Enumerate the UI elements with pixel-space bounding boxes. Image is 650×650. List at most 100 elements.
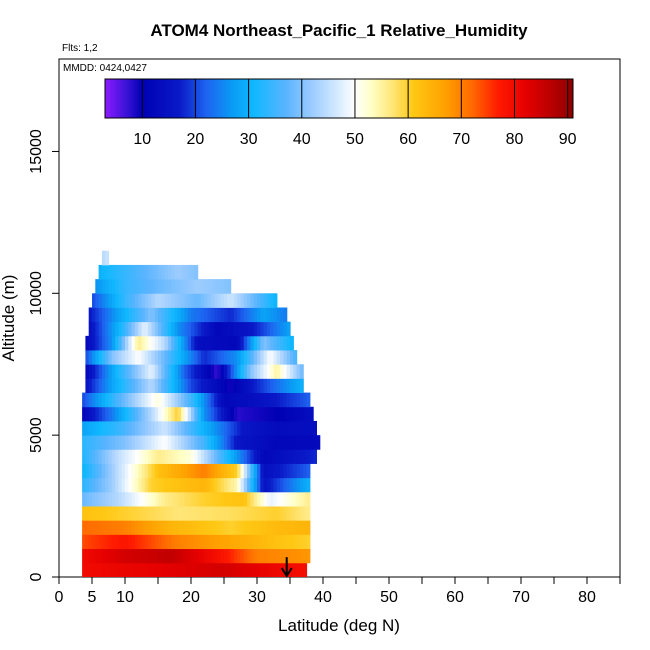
humidity-cell bbox=[101, 264, 106, 280]
humidity-cell bbox=[299, 534, 304, 550]
humidity-cell bbox=[303, 477, 308, 493]
humidity-cell bbox=[263, 491, 268, 507]
humidity-cell bbox=[92, 548, 96, 564]
humidity-cell bbox=[299, 449, 304, 464]
humidity-cell bbox=[125, 477, 129, 493]
humidity-cell bbox=[240, 477, 245, 493]
humidity-cell bbox=[250, 520, 255, 535]
humidity-cell bbox=[174, 279, 179, 294]
humidity-cell bbox=[121, 534, 126, 550]
humidity-cell bbox=[270, 562, 275, 577]
humidity-cell bbox=[88, 562, 93, 577]
humidity-cell bbox=[111, 307, 116, 323]
humidity-cell bbox=[280, 307, 284, 323]
humidity-cell bbox=[194, 350, 199, 365]
humidity-cell bbox=[247, 350, 251, 365]
humidity-cell bbox=[237, 364, 242, 379]
humidity-cell bbox=[280, 491, 284, 507]
humidity-cell bbox=[286, 548, 291, 564]
humidity-cell bbox=[270, 364, 275, 379]
humidity-cell bbox=[101, 477, 106, 493]
humidity-cell bbox=[134, 449, 139, 464]
humidity-cell bbox=[171, 350, 176, 365]
humidity-cell bbox=[286, 321, 291, 337]
humidity-cell bbox=[171, 435, 176, 450]
humidity-cell bbox=[108, 307, 113, 323]
humidity-cell bbox=[164, 264, 169, 280]
humidity-cell bbox=[138, 307, 143, 323]
humidity-cell bbox=[95, 520, 100, 535]
humidity-cell bbox=[92, 293, 96, 308]
humidity-cell bbox=[243, 477, 248, 493]
humidity-cell bbox=[290, 364, 294, 379]
humidity-cell bbox=[187, 293, 192, 308]
humidity-cell bbox=[88, 435, 93, 450]
humidity-cell bbox=[181, 548, 185, 564]
humidity-cell bbox=[207, 520, 212, 535]
humidity-cell bbox=[95, 463, 100, 479]
humidity-cell bbox=[144, 420, 149, 436]
humidity-cell bbox=[121, 364, 126, 379]
humidity-cell bbox=[266, 392, 271, 408]
humidity-cell bbox=[293, 506, 298, 521]
humidity-cell bbox=[154, 335, 159, 351]
humidity-cell bbox=[210, 463, 215, 479]
humidity-cell bbox=[303, 420, 308, 436]
humidity-cell bbox=[217, 534, 222, 550]
humidity-cell bbox=[207, 562, 212, 577]
humidity-cell bbox=[164, 520, 169, 535]
humidity-cell bbox=[174, 406, 179, 422]
humidity-cell bbox=[144, 562, 149, 577]
humidity-cell bbox=[194, 406, 199, 422]
x-axis: 0 5 10 20 30 40 50 60 70 80 bbox=[55, 577, 621, 606]
humidity-cell bbox=[158, 506, 162, 521]
humidity-cell bbox=[283, 321, 288, 337]
humidity-cell bbox=[233, 406, 238, 422]
humidity-cell bbox=[164, 435, 169, 450]
humidity-cell bbox=[98, 506, 103, 521]
humidity-cell bbox=[224, 321, 228, 337]
humidity-cell bbox=[125, 364, 129, 379]
humidity-cell bbox=[187, 279, 192, 294]
humidity-cell bbox=[220, 506, 225, 521]
humidity-cell bbox=[148, 350, 152, 365]
humidity-cell bbox=[187, 506, 192, 521]
humidity-cell bbox=[290, 449, 294, 464]
humidity-cell bbox=[253, 477, 258, 493]
humidity-cell bbox=[214, 534, 218, 550]
humidity-cell bbox=[138, 534, 143, 550]
humidity-cell bbox=[210, 378, 215, 393]
humidity-cell bbox=[167, 293, 172, 308]
humidity-cell bbox=[101, 321, 106, 337]
humidity-cell bbox=[174, 435, 179, 450]
x-tick-label: 40 bbox=[314, 589, 332, 606]
humidity-cell bbox=[82, 435, 86, 450]
humidity-cell bbox=[171, 406, 176, 422]
humidity-cell bbox=[144, 463, 149, 479]
humidity-cell bbox=[98, 279, 103, 294]
humidity-cell bbox=[266, 449, 271, 464]
humidity-cell bbox=[207, 463, 212, 479]
humidity-cell bbox=[151, 364, 156, 379]
humidity-cell bbox=[144, 406, 149, 422]
humidity-cell bbox=[131, 279, 136, 294]
humidity-cell bbox=[98, 264, 103, 280]
humidity-cell bbox=[191, 520, 195, 535]
humidity-cell bbox=[210, 406, 215, 422]
humidity-cell bbox=[273, 406, 278, 422]
humidity-cell bbox=[233, 321, 238, 337]
humidity-cell bbox=[174, 321, 179, 337]
humidity-cell bbox=[247, 406, 251, 422]
flights-note: Flts: 1,2 bbox=[62, 43, 98, 54]
humidity-cell bbox=[95, 307, 100, 323]
humidity-cell bbox=[134, 350, 139, 365]
humidity-cell bbox=[115, 534, 119, 550]
humidity-cell bbox=[276, 520, 281, 535]
altitude-band bbox=[82, 534, 311, 550]
colorbar-tick-label: 80 bbox=[506, 131, 524, 148]
humidity-cell bbox=[98, 406, 103, 422]
humidity-cell bbox=[115, 463, 119, 479]
humidity-cell bbox=[164, 364, 169, 379]
humidity-cell bbox=[85, 406, 90, 422]
humidity-cell bbox=[138, 321, 143, 337]
